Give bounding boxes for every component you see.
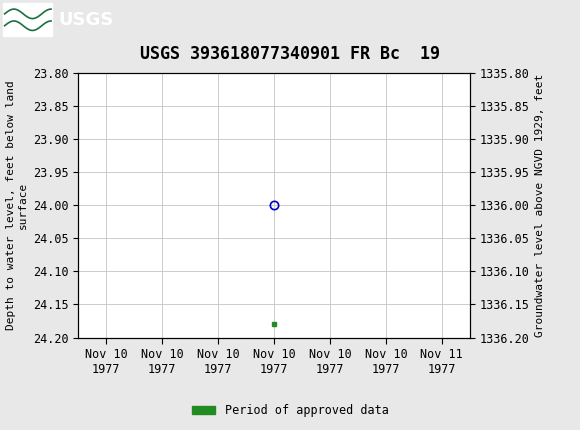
- Text: USGS 393618077340901 FR Bc  19: USGS 393618077340901 FR Bc 19: [140, 45, 440, 63]
- Legend: Period of approved data: Period of approved data: [187, 399, 393, 422]
- Y-axis label: Groundwater level above NGVD 1929, feet: Groundwater level above NGVD 1929, feet: [535, 74, 545, 337]
- Text: USGS: USGS: [58, 11, 113, 29]
- Y-axis label: Depth to water level, feet below land
surface: Depth to water level, feet below land su…: [6, 80, 27, 330]
- FancyBboxPatch shape: [3, 3, 52, 37]
